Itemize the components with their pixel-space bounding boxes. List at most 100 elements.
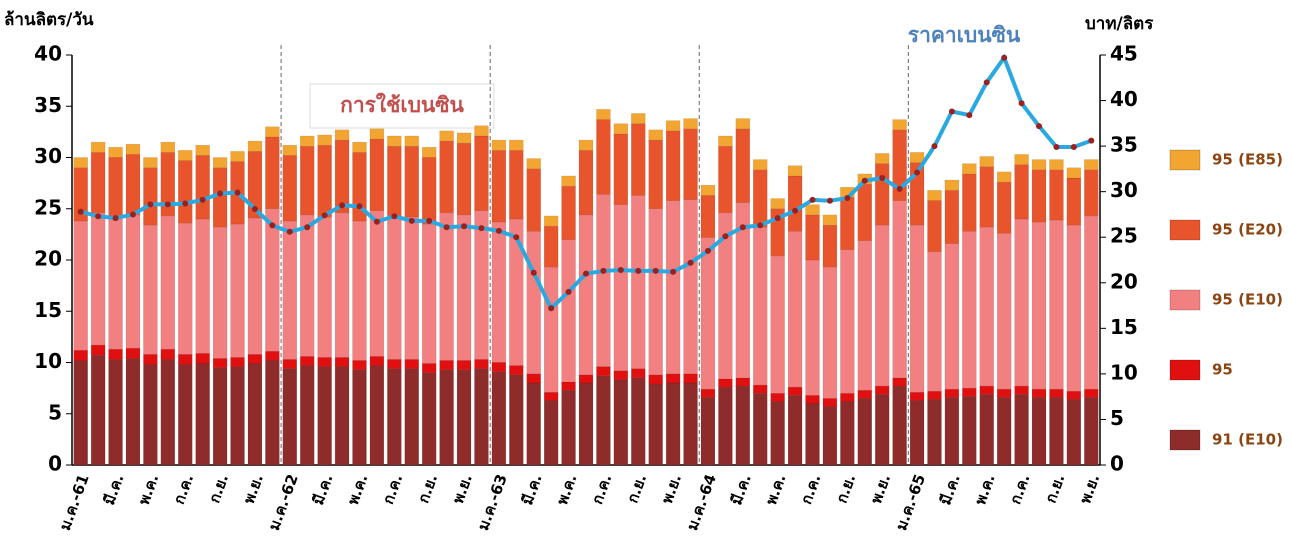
bar-segment (125, 358, 141, 466)
bar-segment (543, 400, 559, 466)
bar-segment (143, 167, 158, 226)
bar-segment (90, 344, 106, 356)
bar-segment (648, 139, 663, 209)
bar-segment (212, 367, 228, 466)
bar-segment (90, 212, 106, 346)
line-marker (408, 217, 415, 224)
bar-segment (421, 372, 437, 466)
bar-segment (787, 386, 803, 396)
bar-segment (822, 398, 838, 407)
bar-segment (265, 208, 280, 352)
bar-segment (282, 220, 298, 360)
bar-segment (1084, 169, 1099, 217)
bar-segment (561, 185, 576, 240)
bar-segment (265, 136, 280, 209)
bar-segment (665, 382, 681, 466)
bar-segment (73, 360, 88, 466)
bar-segment (543, 266, 559, 393)
bar-segment (125, 347, 141, 359)
bar-segment (1031, 221, 1047, 390)
line-marker (861, 177, 868, 184)
bar-segment (613, 370, 629, 381)
bar-segment (230, 366, 245, 466)
bar-segment (596, 109, 611, 120)
bar-segment (491, 362, 507, 372)
line-marker (583, 270, 589, 277)
line-marker (269, 222, 276, 229)
bar-segment (648, 129, 663, 141)
line-marker (896, 185, 903, 192)
line-marker (617, 267, 624, 274)
bar-segment (996, 388, 1012, 398)
legend-swatch (1169, 149, 1201, 171)
line-marker (635, 267, 642, 274)
bar-segment (840, 393, 855, 402)
bar-segment (683, 382, 698, 466)
bar-segment (387, 135, 402, 147)
y2-tick-label: 25 (1110, 224, 1138, 248)
bar-segment (596, 375, 611, 466)
y2-tick-label: 45 (1110, 42, 1138, 66)
bar-segment (996, 171, 1012, 183)
x-tick-label: ม.ค.-61 (56, 472, 93, 533)
bar-segment (1049, 219, 1064, 390)
x-tick-label: ก.ค. (170, 472, 197, 507)
bar-segment (352, 369, 367, 466)
bar-segment (108, 215, 123, 350)
bar-segment (143, 364, 158, 466)
y2-tick-label: 15 (1110, 315, 1138, 339)
y-tick-label: 30 (34, 144, 62, 168)
bar-segment (439, 212, 454, 361)
bar-segment (1031, 397, 1047, 466)
bar-segment (962, 396, 977, 466)
bar-segment (178, 364, 193, 466)
y2-tick-label: 30 (1110, 178, 1138, 202)
bar-segment (770, 255, 785, 394)
bar-segment (282, 368, 298, 466)
bar-segment (456, 132, 472, 144)
y2-tick-label: 40 (1110, 87, 1138, 111)
bar-segment (125, 143, 141, 155)
y2-tick-label: 20 (1110, 269, 1138, 293)
bar-segment (1084, 388, 1099, 398)
bar-segment (979, 166, 994, 228)
bar-segment (404, 135, 419, 147)
bar-segment (526, 373, 541, 384)
bar-segment (300, 356, 315, 366)
line-marker (77, 208, 84, 215)
bar-segment (822, 266, 838, 399)
bar-segment (996, 397, 1012, 466)
bar-segment (578, 139, 594, 151)
bar-segment (369, 210, 385, 357)
bar-segment (439, 360, 454, 370)
x-tick-label: พ.ย. (449, 472, 476, 506)
y-tick-label: 15 (34, 298, 62, 322)
line-marker (1088, 137, 1095, 144)
x-tick-label: มี.ค. (100, 472, 128, 508)
x-tick-label: มี.ค. (936, 472, 964, 508)
line-marker (286, 228, 293, 235)
bar-segment (944, 179, 960, 191)
bar-segment (178, 160, 193, 224)
bar-segment (387, 145, 402, 217)
bar-segment (840, 249, 855, 394)
line-marker (182, 200, 189, 207)
line-marker (199, 196, 206, 203)
line-marker (391, 213, 398, 220)
bar-segment (195, 363, 210, 466)
bar-segment (1014, 394, 1029, 466)
bar-segment (90, 355, 106, 466)
line-marker (1036, 123, 1043, 130)
bar-segment (909, 152, 925, 163)
bar-segment (735, 377, 751, 387)
line-marker (147, 201, 154, 208)
bar-segment (456, 360, 472, 370)
bar-segment (892, 119, 907, 131)
bar-segment (300, 145, 315, 216)
bar-segment (718, 378, 733, 388)
bar-segment (230, 151, 245, 162)
bar-segment (404, 368, 419, 466)
bar-segment (247, 217, 263, 355)
bar-segment (491, 150, 507, 223)
bar-segment (700, 195, 716, 238)
